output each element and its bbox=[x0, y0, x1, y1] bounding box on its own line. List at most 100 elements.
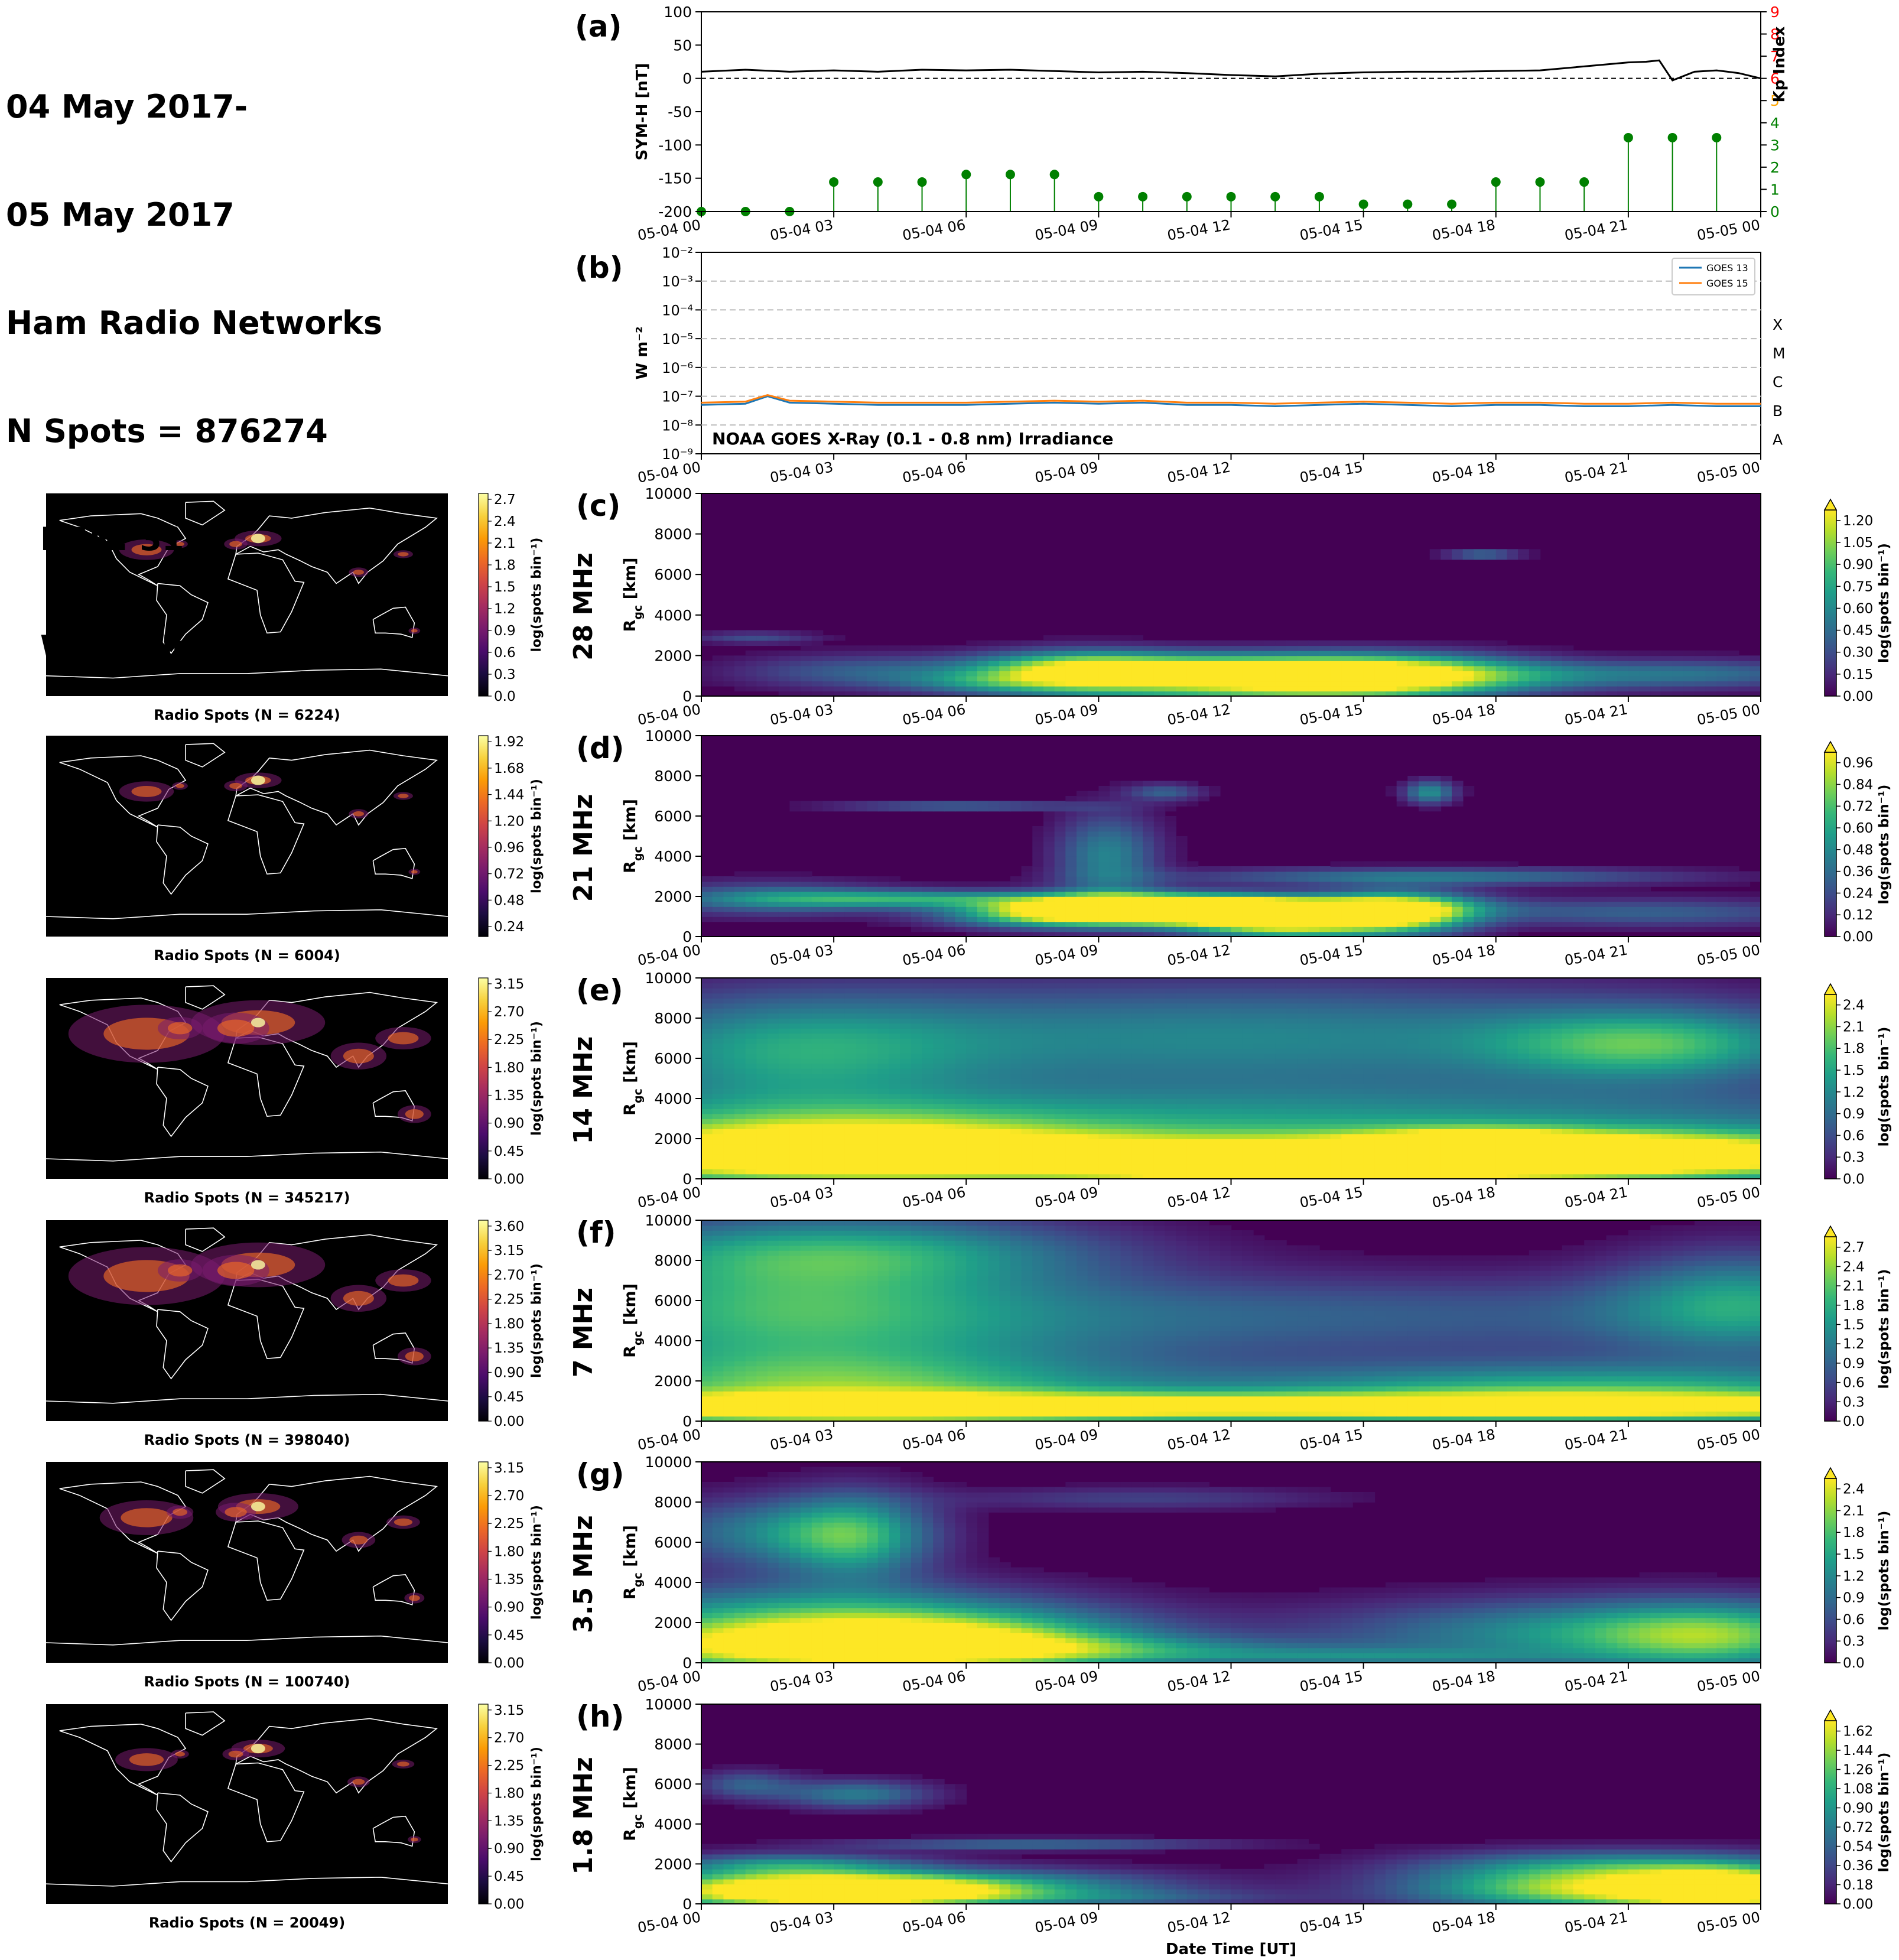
heatmap-cell bbox=[1054, 1073, 1066, 1079]
heatmap-cell bbox=[1165, 1038, 1176, 1044]
heatmap-cell bbox=[1386, 927, 1397, 932]
y2-tick-label-a-7: 7 bbox=[1770, 48, 1780, 65]
heatmap-cell bbox=[889, 1013, 900, 1019]
heatmap-cell bbox=[877, 1113, 890, 1119]
heatmap-cell bbox=[1054, 1013, 1066, 1019]
heatmap-cell bbox=[877, 1023, 890, 1029]
heatmap-cell bbox=[1242, 931, 1254, 937]
heatmap-cell bbox=[1518, 549, 1530, 555]
heatmap-cell bbox=[1728, 866, 1739, 872]
heatmap-cell bbox=[1386, 691, 1397, 696]
heatmap-cell bbox=[933, 998, 945, 1004]
heatmap-cell bbox=[856, 1119, 867, 1124]
heatmap-cell bbox=[977, 1048, 989, 1054]
heatmap-cell bbox=[822, 1068, 834, 1074]
heatmap-cell bbox=[911, 655, 923, 661]
heatmap-cell bbox=[933, 1133, 945, 1139]
heatmap-cell bbox=[1143, 1159, 1155, 1165]
heatmap-cell bbox=[1143, 1068, 1155, 1074]
heatmap-cell bbox=[1407, 927, 1419, 932]
heatmap-cell bbox=[944, 1063, 956, 1069]
heatmap-cell bbox=[1750, 876, 1761, 882]
heatmap-cell bbox=[1341, 640, 1353, 646]
heatmap-cell bbox=[1220, 1008, 1232, 1014]
heatmap-cell bbox=[1429, 671, 1442, 677]
heatmap-cell bbox=[1110, 1159, 1121, 1165]
heatmap-cell bbox=[844, 1023, 857, 1029]
heatmap-cell bbox=[768, 1153, 779, 1159]
heatmap-cell bbox=[1198, 1169, 1209, 1175]
spot-density-core bbox=[175, 784, 184, 788]
heatmap-cell bbox=[1209, 1083, 1221, 1089]
heatmap-cell bbox=[1728, 927, 1739, 932]
heatmap-cell bbox=[1529, 881, 1541, 887]
heatmap-cell bbox=[1021, 806, 1033, 812]
heatmap-cell bbox=[734, 1139, 746, 1145]
flare-class-B: B bbox=[1773, 402, 1783, 420]
heatmap-cell bbox=[1043, 1043, 1055, 1049]
heatmap-cell bbox=[1386, 791, 1397, 797]
map-cbar-label-c: log(spots bin⁻¹) bbox=[529, 538, 544, 652]
heatmap-cell bbox=[1209, 786, 1221, 792]
heatmap-cell bbox=[1750, 655, 1761, 661]
heatmap-cell bbox=[1220, 906, 1232, 912]
heatmap-cell bbox=[1738, 681, 1751, 687]
heatmap-cell bbox=[1529, 901, 1541, 907]
heatmap-cell bbox=[1186, 881, 1199, 887]
heatmap-cell bbox=[1440, 916, 1452, 922]
heatmap-cell bbox=[889, 881, 900, 887]
heatmap-cell bbox=[1153, 1078, 1166, 1084]
heatmap-cell bbox=[801, 1109, 812, 1114]
heatmap-cell bbox=[1032, 645, 1044, 651]
heatmap-cell bbox=[1176, 1058, 1188, 1064]
heatmap-cell bbox=[712, 671, 724, 677]
heatmap-cell bbox=[1043, 886, 1055, 892]
heatmap-cell bbox=[1120, 681, 1133, 687]
heatmap-cell bbox=[900, 911, 912, 917]
heatmap-cell bbox=[734, 1149, 746, 1155]
heatmap-cell bbox=[1352, 645, 1364, 651]
cbar-tick-label-c-8: 1.20 bbox=[1843, 513, 1873, 529]
heatmap-cell bbox=[801, 1139, 812, 1145]
heatmap-cell bbox=[1098, 988, 1110, 994]
heatmap-cell bbox=[1672, 876, 1685, 882]
heatmap-cell bbox=[811, 1068, 824, 1074]
heatmap-cell bbox=[1330, 685, 1342, 692]
heatmap-cell bbox=[1176, 691, 1188, 696]
heatmap-cell bbox=[1176, 661, 1188, 667]
heatmap-cell bbox=[756, 635, 768, 641]
heatmap-cell bbox=[822, 1169, 834, 1175]
heatmap-cell bbox=[944, 881, 956, 887]
heatmap-cell bbox=[1429, 681, 1442, 687]
heatmap-cell bbox=[1198, 1043, 1209, 1049]
heatmap-cell bbox=[811, 1048, 824, 1054]
heatmap-cell bbox=[1110, 1149, 1121, 1155]
heatmap-cell bbox=[1275, 906, 1287, 912]
heatmap-cell bbox=[1275, 891, 1287, 897]
heatmap-cell bbox=[999, 691, 1011, 696]
heatmap-cell bbox=[1728, 655, 1739, 661]
heatmap-cell bbox=[1650, 927, 1662, 932]
heatmap-cell bbox=[1429, 896, 1442, 902]
heatmap-cell bbox=[856, 876, 867, 882]
heatmap-cell bbox=[955, 1048, 967, 1054]
heatmap-cell bbox=[1021, 1048, 1033, 1054]
x-tick-label-c-1: 05-04 03 bbox=[769, 701, 834, 728]
heatmap-cell bbox=[789, 1013, 801, 1019]
heatmap-cell bbox=[1507, 901, 1518, 907]
heatmap-cell bbox=[1043, 836, 1055, 842]
heatmap-cell bbox=[1242, 901, 1254, 907]
heatmap-cell bbox=[867, 1048, 879, 1054]
heatmap-cell bbox=[1043, 1028, 1055, 1034]
heatmap-cell bbox=[1087, 801, 1100, 807]
heatmap-cell bbox=[723, 901, 735, 907]
heatmap-cell bbox=[1131, 1119, 1143, 1124]
heatmap-cell bbox=[745, 1063, 757, 1069]
heatmap-cell bbox=[1253, 906, 1265, 912]
heatmap-cell bbox=[834, 1058, 846, 1064]
heatmap-cell bbox=[1694, 901, 1706, 907]
heatmap-cell bbox=[1319, 916, 1331, 922]
heatmap-cell bbox=[1054, 811, 1066, 817]
heatmap-cell bbox=[977, 1153, 989, 1159]
heatmap-cell bbox=[789, 635, 801, 641]
